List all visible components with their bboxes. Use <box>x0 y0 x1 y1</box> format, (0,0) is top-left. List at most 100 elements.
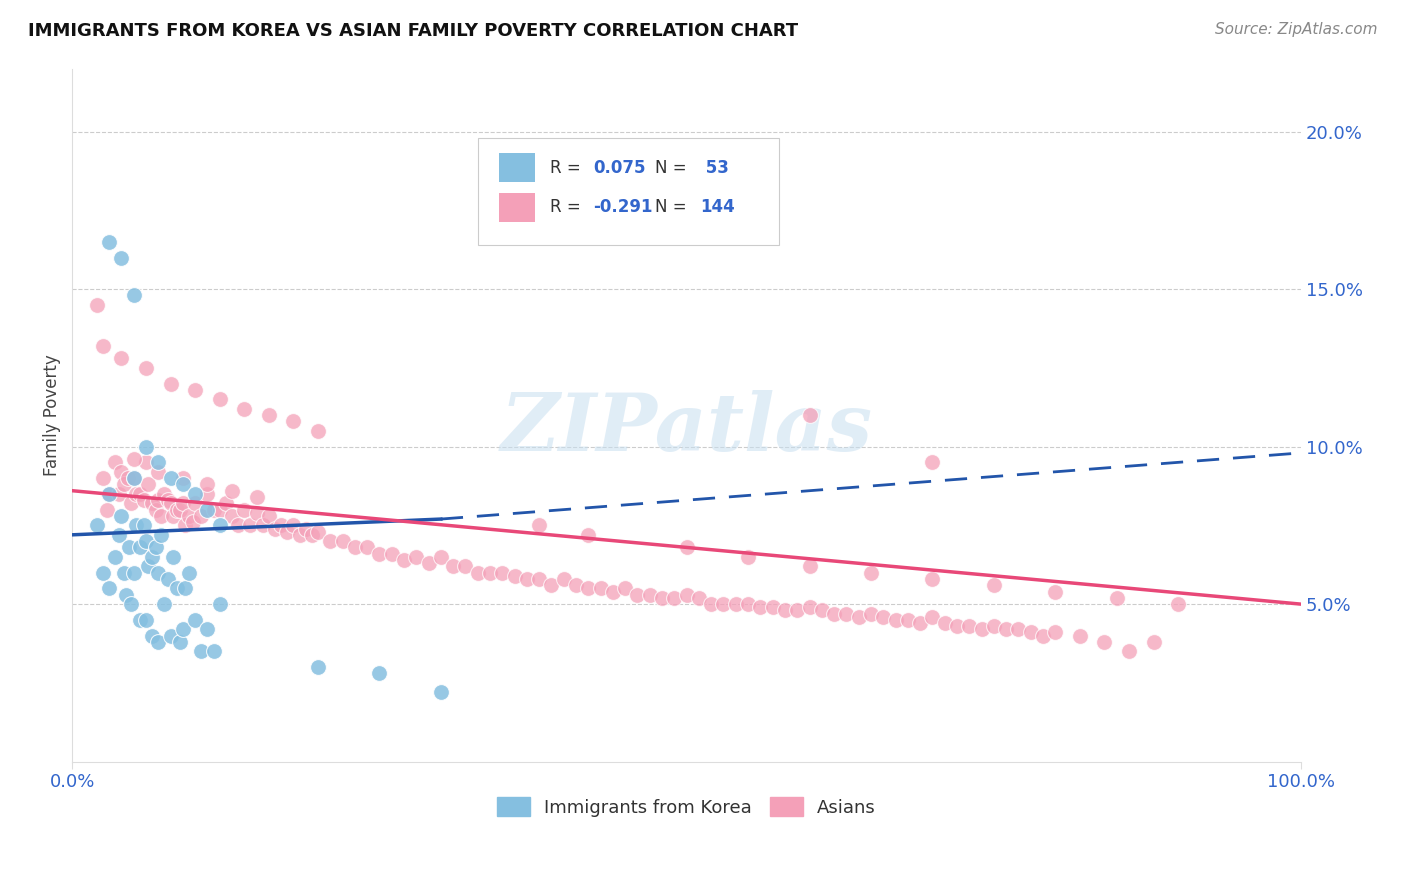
Point <box>356 541 378 555</box>
Point <box>737 597 759 611</box>
Point <box>995 623 1018 637</box>
Point <box>946 619 969 633</box>
Point <box>122 288 145 302</box>
Point <box>135 455 157 469</box>
Point <box>1069 629 1091 643</box>
Point <box>233 401 256 416</box>
FancyBboxPatch shape <box>499 153 536 182</box>
Point <box>257 408 280 422</box>
Point <box>897 613 920 627</box>
Point <box>149 528 172 542</box>
Point <box>190 508 212 523</box>
Point <box>675 541 697 555</box>
Point <box>145 502 167 516</box>
Point <box>737 549 759 564</box>
Point <box>1007 623 1029 637</box>
Point <box>221 483 243 498</box>
Point <box>98 235 121 249</box>
Y-axis label: Family Poverty: Family Poverty <box>44 354 60 476</box>
Point <box>810 603 832 617</box>
Point <box>190 644 212 658</box>
Point <box>454 559 477 574</box>
Point <box>128 613 150 627</box>
Point <box>675 588 697 602</box>
Point <box>104 455 127 469</box>
Point <box>565 578 588 592</box>
Point <box>172 623 194 637</box>
Point <box>527 572 550 586</box>
Point <box>118 541 141 555</box>
Point <box>184 496 207 510</box>
Point <box>172 471 194 485</box>
Point <box>108 528 131 542</box>
Point <box>527 518 550 533</box>
Point <box>98 487 121 501</box>
Point <box>859 566 882 580</box>
Point <box>1045 625 1067 640</box>
Point <box>208 502 231 516</box>
Point <box>664 591 686 605</box>
Point <box>132 493 155 508</box>
Point <box>343 541 366 555</box>
Point <box>159 496 181 510</box>
Text: -0.291: -0.291 <box>593 198 652 216</box>
Point <box>148 566 170 580</box>
Point <box>86 298 108 312</box>
Point <box>98 582 121 596</box>
Point <box>122 471 145 485</box>
Point <box>159 376 181 391</box>
Point <box>319 534 342 549</box>
Point <box>957 619 980 633</box>
Point <box>1045 584 1067 599</box>
Point <box>172 477 194 491</box>
Point <box>149 508 172 523</box>
Point <box>368 666 391 681</box>
Point <box>174 518 197 533</box>
Point <box>166 582 188 596</box>
Point <box>381 547 404 561</box>
Point <box>159 471 181 485</box>
Point <box>162 549 184 564</box>
Point <box>638 588 661 602</box>
Point <box>128 541 150 555</box>
Point <box>153 487 176 501</box>
Point <box>626 588 648 602</box>
Point <box>184 383 207 397</box>
Point <box>799 559 821 574</box>
Point <box>418 556 440 570</box>
Point <box>245 490 267 504</box>
Point <box>148 455 170 469</box>
Point <box>110 465 132 479</box>
Point <box>197 487 219 501</box>
Point <box>799 408 821 422</box>
Point <box>700 597 723 611</box>
Point <box>104 549 127 564</box>
Text: R =: R = <box>550 159 586 177</box>
Point <box>177 508 200 523</box>
Point <box>148 465 170 479</box>
Point <box>91 471 114 485</box>
Point <box>177 566 200 580</box>
Point <box>921 572 943 586</box>
Point <box>576 528 599 542</box>
Point <box>110 251 132 265</box>
Point <box>184 613 207 627</box>
Point <box>197 477 219 491</box>
Text: N =: N = <box>655 159 692 177</box>
Point <box>983 578 1005 592</box>
Point <box>516 572 538 586</box>
Point <box>226 518 249 533</box>
Point <box>148 635 170 649</box>
Point <box>392 553 415 567</box>
Point <box>86 518 108 533</box>
Point <box>208 392 231 407</box>
Point <box>174 582 197 596</box>
Point <box>430 549 453 564</box>
Point <box>233 502 256 516</box>
Point <box>112 477 135 491</box>
Point <box>786 603 808 617</box>
Text: 53: 53 <box>700 159 730 177</box>
Point <box>122 452 145 467</box>
Point <box>307 524 329 539</box>
Point <box>125 518 148 533</box>
